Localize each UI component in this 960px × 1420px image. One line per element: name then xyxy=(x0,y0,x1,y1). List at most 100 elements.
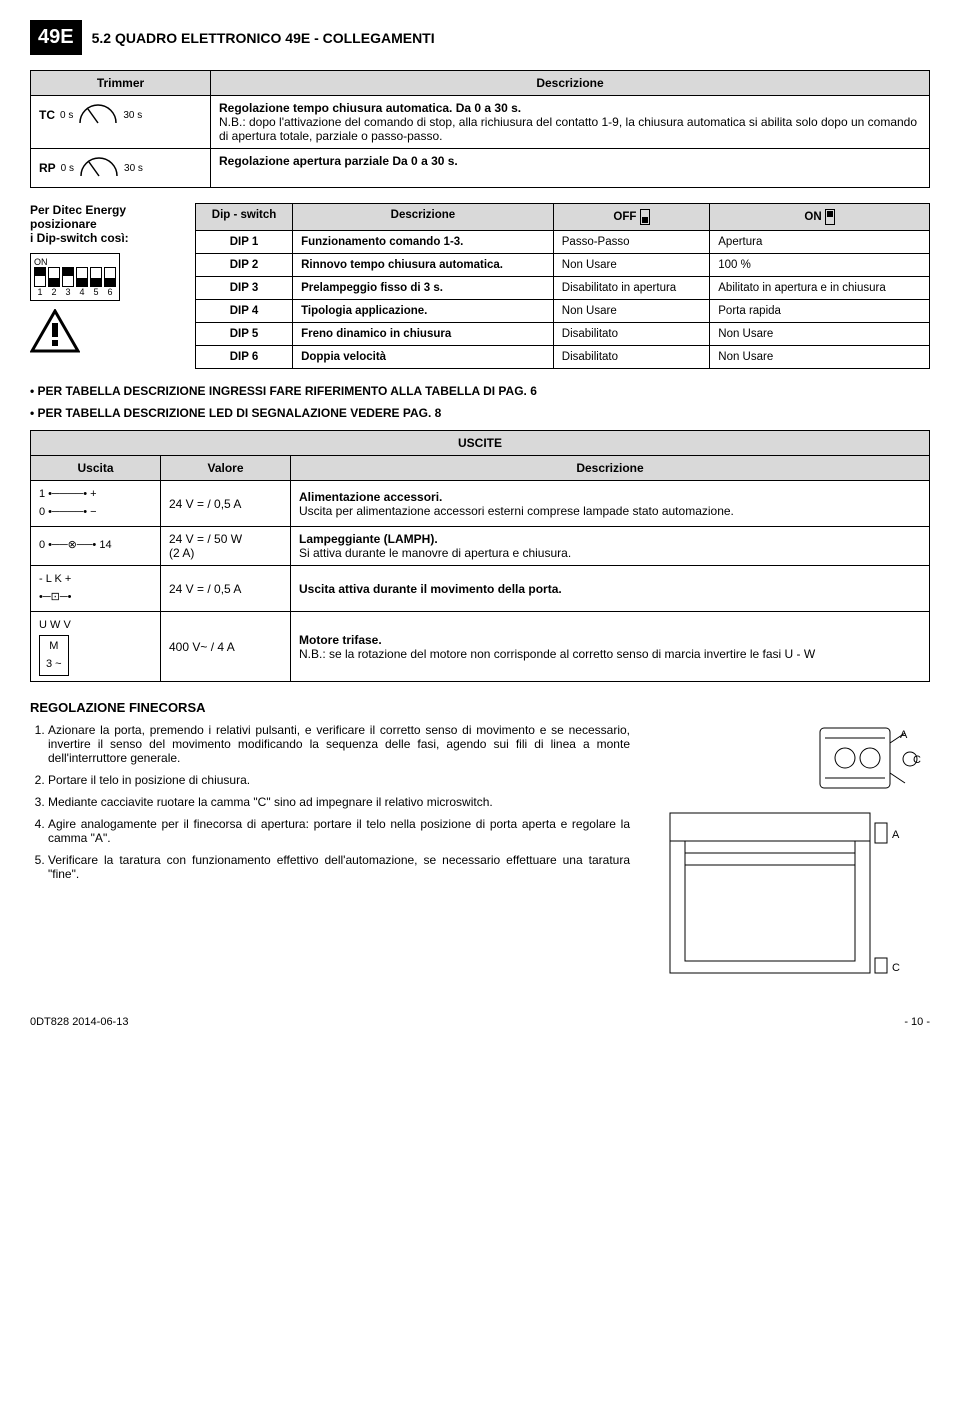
dip-cell: Non Usare xyxy=(553,300,710,323)
dip-h2: Descrizione xyxy=(293,204,554,231)
dip-num: 2 xyxy=(48,287,60,297)
toggle-on-icon xyxy=(825,209,835,225)
uscite-diagram-cell: 1 •────• +0 •────• − xyxy=(31,481,161,527)
dip-cell: Passo-Passo xyxy=(553,231,710,254)
dip-num: 3 xyxy=(62,287,74,297)
uscite-table: USCITE Uscita Valore Descrizione 1 •────… xyxy=(30,430,930,682)
uscite-valore: 24 V = / 0,5 A xyxy=(161,481,291,527)
dip-cell: DIP 5 xyxy=(196,323,293,346)
uscite-diagram-cell: - L K +•─⊡─• xyxy=(31,566,161,612)
uscite-diagram-cell: 0 •──⊗──• 14 xyxy=(31,527,161,566)
dip-cell: Tipologia applicazione. xyxy=(293,300,554,323)
dial-icon xyxy=(79,154,119,182)
trimmer-tc-max: 30 s xyxy=(123,110,142,121)
label-c-bottom: C xyxy=(892,962,900,974)
trimmer-header-col1: Trimmer xyxy=(31,71,211,96)
uscite-desc: Lampeggiante (LAMPH).Si attiva durante l… xyxy=(291,527,930,566)
regolazione-item: Agire analogamente per il finecorsa di a… xyxy=(48,817,630,845)
trimmer-rp-cell: RP 0 s 30 s xyxy=(31,149,211,188)
motor-box: M3 ~ xyxy=(39,635,69,676)
dip-on-label: ON xyxy=(34,257,116,267)
dip-cell: DIP 1 xyxy=(196,231,293,254)
dip-cell xyxy=(34,267,46,287)
dip-cell xyxy=(76,267,88,287)
warning-icon xyxy=(30,309,80,354)
dip-cell: Prelampeggio fisso di 3 s. xyxy=(293,277,554,300)
trimmer-rp-min: 0 s xyxy=(61,163,74,174)
footer-page: - 10 - xyxy=(904,1016,930,1028)
trimmer-tc-desc: Regolazione tempo chiusura automatica. D… xyxy=(211,96,930,149)
page-title: 5.2 QUADRO ELETTRONICO 49E - COLLEGAMENT… xyxy=(92,30,435,46)
label-a-top: A xyxy=(900,729,908,741)
dip-num: 1 xyxy=(34,287,46,297)
dip-switch-diagram: ON 123456 xyxy=(30,253,120,301)
dip-row: DIP 1Funzionamento comando 1-3.Passo-Pas… xyxy=(196,231,930,254)
uscite-h2: Valore xyxy=(161,456,291,481)
dip-cell: Non Usare xyxy=(710,323,930,346)
dip-h4: ON xyxy=(710,204,930,231)
uscite-valore: 24 V = / 0,5 A xyxy=(161,566,291,612)
uscite-diagram-cell: U W VM3 ~ xyxy=(31,612,161,682)
uscite-valore: 400 V~ / 4 A xyxy=(161,612,291,682)
uscite-desc: Uscita attiva durante il movimento della… xyxy=(291,566,930,612)
dip-cell: Disabilitato xyxy=(553,346,710,369)
uscite-row: 0 •──⊗──• 1424 V = / 50 W (2 A)Lampeggia… xyxy=(31,527,930,566)
regolazione-item: Verificare la taratura con funzionamento… xyxy=(48,853,630,881)
dip-cell: DIP 4 xyxy=(196,300,293,323)
dip-num: 4 xyxy=(76,287,88,297)
dip-cell: Apertura xyxy=(710,231,930,254)
dip-cell: Doppia velocità xyxy=(293,346,554,369)
uscite-valore: 24 V = / 50 W (2 A) xyxy=(161,527,291,566)
bullet-1: • PER TABELLA DESCRIZIONE INGRESSI FARE … xyxy=(30,384,930,398)
dip-h3: OFF xyxy=(553,204,710,231)
dip-row: DIP 3Prelampeggio fisso di 3 s.Disabilit… xyxy=(196,277,930,300)
dip-cell: Disabilitato xyxy=(553,323,710,346)
regolazione-list: Azionare la porta, premendo i relativi p… xyxy=(30,723,630,986)
dip-left-column: Per Ditec Energy posizionare i Dip-switc… xyxy=(30,203,180,369)
uscite-row: - L K +•─⊡─•24 V = / 0,5 AUscita attiva … xyxy=(31,566,930,612)
dip-cell: Funzionamento comando 1-3. xyxy=(293,231,554,254)
uscite-row: U W VM3 ~400 V~ / 4 AMotore trifase.N.B.… xyxy=(31,612,930,682)
dip-cell: Non Usare xyxy=(710,346,930,369)
dip-cell: Non Usare xyxy=(553,254,710,277)
dip-left-title: Per Ditec Energy posizionare i Dip-switc… xyxy=(30,203,180,245)
trimmer-tc-min: 0 s xyxy=(60,110,73,121)
footer-left: 0DT828 2014-06-13 xyxy=(30,1016,128,1028)
regolazione-item: Portare il telo in posizione di chiusura… xyxy=(48,773,630,787)
dip-row: DIP 5Freno dinamico in chiusuraDisabilit… xyxy=(196,323,930,346)
dip-table: Dip - switch Descrizione OFF ON DIP 1Fun… xyxy=(195,203,930,369)
dip-cell: Porta rapida xyxy=(710,300,930,323)
uscite-h3: Descrizione xyxy=(291,456,930,481)
dip-cell: DIP 6 xyxy=(196,346,293,369)
model-badge: 49E xyxy=(30,20,82,55)
dip-cell: Rinnovo tempo chiusura automatica. xyxy=(293,254,554,277)
dip-row: DIP 4Tipologia applicazione.Non UsarePor… xyxy=(196,300,930,323)
trimmer-rp-desc-title: Regolazione apertura parziale Da 0 a 30 … xyxy=(219,154,458,168)
dip-cell: Disabilitato in apertura xyxy=(553,277,710,300)
toggle-off-icon xyxy=(640,209,650,225)
trimmer-tc-desc-title: Regolazione tempo chiusura automatica. D… xyxy=(219,101,521,115)
uscite-row: 1 •────• +0 •────• −24 V = / 0,5 AAlimen… xyxy=(31,481,930,527)
dip-cell: 100 % xyxy=(710,254,930,277)
regolazione-title: REGOLAZIONE FINECORSA xyxy=(30,700,930,715)
trimmer-header-col2: Descrizione xyxy=(211,71,930,96)
dip-cell xyxy=(48,267,60,287)
dip-cell: Abilitato in apertura e in chiusura xyxy=(710,277,930,300)
bullet-2: • PER TABELLA DESCRIZIONE LED DI SEGNALA… xyxy=(30,406,930,420)
dip-cell xyxy=(90,267,102,287)
dip-num: 5 xyxy=(90,287,102,297)
dip-cell: DIP 2 xyxy=(196,254,293,277)
regolazione-item: Azionare la porta, premendo i relativi p… xyxy=(48,723,630,765)
trimmer-tc-desc-body: N.B.: dopo l'attivazione del comando di … xyxy=(219,115,917,143)
dip-cell: DIP 3 xyxy=(196,277,293,300)
dip-cell xyxy=(104,267,116,287)
dip-cell xyxy=(62,267,74,287)
trimmer-rp-label: RP xyxy=(39,161,56,175)
uscite-h1: Uscita xyxy=(31,456,161,481)
dip-num: 6 xyxy=(104,287,116,297)
dip-row: DIP 6Doppia velocitàDisabilitatoNon Usar… xyxy=(196,346,930,369)
regolazione-item: Mediante cacciavite ruotare la camma "C"… xyxy=(48,795,630,809)
dial-icon xyxy=(78,101,118,129)
uscite-desc: Alimentazione accessori.Uscita per alime… xyxy=(291,481,930,527)
trimmer-table: Trimmer Descrizione TC 0 s 30 s Regolazi… xyxy=(30,70,930,188)
